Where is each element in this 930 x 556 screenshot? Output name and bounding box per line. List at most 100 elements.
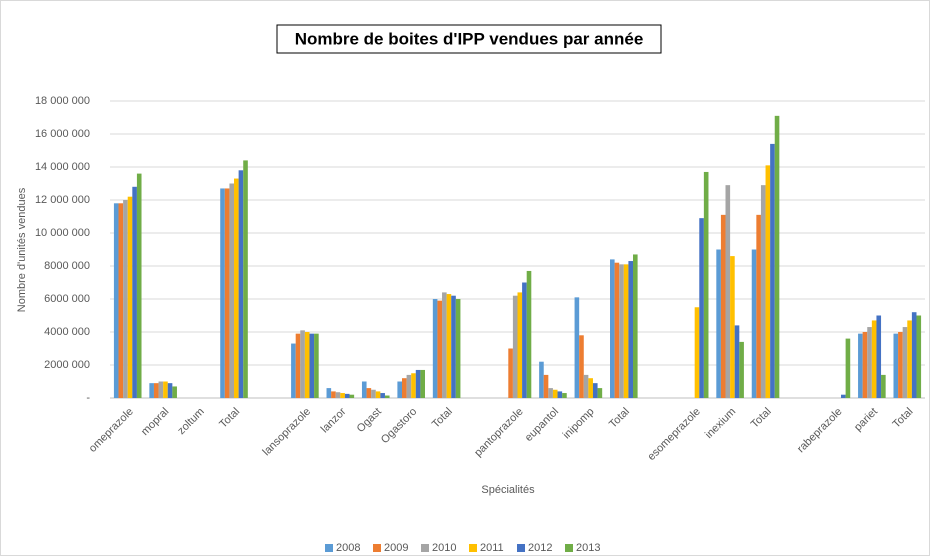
y-tick-label: 16 000 000 bbox=[35, 128, 90, 140]
bar bbox=[220, 188, 225, 398]
bar bbox=[411, 373, 416, 398]
bar bbox=[871, 320, 877, 398]
bar bbox=[132, 186, 137, 398]
legend-label: 2009 bbox=[384, 542, 408, 554]
bar bbox=[898, 332, 903, 398]
bar bbox=[765, 165, 771, 398]
bar bbox=[512, 295, 518, 398]
bar bbox=[420, 369, 425, 398]
legend-label: 2012 bbox=[528, 542, 552, 554]
bar bbox=[153, 383, 159, 398]
bar bbox=[725, 185, 731, 398]
bar bbox=[300, 330, 305, 398]
bar bbox=[881, 374, 886, 398]
bar bbox=[295, 333, 301, 398]
bar bbox=[304, 332, 310, 398]
bar bbox=[756, 214, 761, 398]
bar bbox=[862, 332, 868, 398]
bar bbox=[167, 383, 173, 398]
y-tick-label: 12 000 000 bbox=[35, 194, 90, 206]
bar bbox=[522, 282, 527, 398]
bar bbox=[699, 218, 704, 398]
bar bbox=[113, 203, 119, 398]
title-box bbox=[276, 24, 662, 54]
bar bbox=[579, 335, 584, 398]
legend-label: 2010 bbox=[432, 542, 456, 554]
bar bbox=[774, 115, 780, 398]
chart-title: Nombre de boites d'IPP vendues par année bbox=[295, 29, 644, 48]
y-tick-label: 6000 000 bbox=[44, 293, 90, 305]
bar bbox=[291, 343, 296, 398]
bar bbox=[597, 388, 603, 398]
legend-swatch bbox=[517, 544, 525, 552]
bar bbox=[583, 374, 589, 398]
bar bbox=[703, 171, 709, 398]
bar bbox=[238, 170, 244, 398]
bar bbox=[623, 264, 629, 398]
bar bbox=[730, 256, 735, 398]
bar bbox=[770, 143, 775, 398]
bar bbox=[557, 391, 563, 398]
y-tick-label: 4000 000 bbox=[44, 326, 90, 338]
bar bbox=[326, 388, 332, 398]
bar bbox=[592, 383, 598, 398]
bar bbox=[628, 261, 634, 398]
bar bbox=[614, 262, 620, 398]
bar bbox=[371, 389, 376, 398]
bar bbox=[163, 381, 168, 398]
bar bbox=[548, 388, 553, 398]
bar bbox=[867, 327, 872, 398]
bar bbox=[543, 374, 549, 398]
x-axis-label: Spécialités bbox=[481, 484, 535, 496]
bar bbox=[574, 297, 580, 398]
y-tick-label: 18 000 000 bbox=[35, 95, 90, 107]
bar bbox=[720, 214, 726, 398]
bar bbox=[876, 315, 882, 398]
bar bbox=[401, 378, 407, 398]
legend-label: 2013 bbox=[576, 542, 600, 554]
y-tick-label: 8000 000 bbox=[44, 260, 90, 272]
bar bbox=[841, 394, 846, 398]
bar bbox=[562, 393, 567, 398]
bar bbox=[552, 389, 558, 398]
bar bbox=[526, 270, 532, 398]
bar bbox=[517, 292, 523, 398]
y-tick-label: 10 000 000 bbox=[35, 227, 90, 239]
y-axis-label: Nombre d'unités vendues bbox=[16, 187, 28, 312]
bar bbox=[442, 292, 447, 398]
bar bbox=[902, 327, 908, 398]
bar bbox=[335, 392, 341, 398]
bar bbox=[224, 188, 230, 398]
bar bbox=[694, 307, 700, 398]
bar bbox=[136, 173, 142, 398]
bar bbox=[309, 333, 315, 398]
bar bbox=[340, 393, 345, 398]
bar bbox=[349, 394, 355, 398]
bar bbox=[243, 160, 248, 398]
y-tick-label: - bbox=[86, 392, 90, 404]
bar bbox=[331, 391, 336, 398]
legend-label: 2011 bbox=[480, 542, 504, 554]
bar bbox=[446, 294, 452, 398]
bar bbox=[619, 264, 624, 398]
legend-swatch bbox=[469, 544, 477, 552]
legend-swatch bbox=[421, 544, 429, 552]
bar bbox=[118, 203, 124, 398]
bar bbox=[610, 259, 615, 398]
bar bbox=[588, 378, 593, 398]
bar bbox=[858, 333, 863, 398]
bar bbox=[508, 348, 513, 398]
bar bbox=[907, 320, 912, 398]
legend-label: 2008 bbox=[336, 542, 360, 554]
bar bbox=[739, 341, 744, 398]
bar bbox=[455, 299, 461, 398]
bar bbox=[751, 249, 757, 398]
bar bbox=[344, 393, 350, 398]
bar bbox=[375, 391, 381, 398]
bar bbox=[734, 325, 740, 398]
bar bbox=[539, 361, 544, 398]
y-tick-label: 2000 000 bbox=[44, 359, 90, 371]
bar bbox=[716, 249, 721, 398]
bar bbox=[760, 185, 766, 398]
